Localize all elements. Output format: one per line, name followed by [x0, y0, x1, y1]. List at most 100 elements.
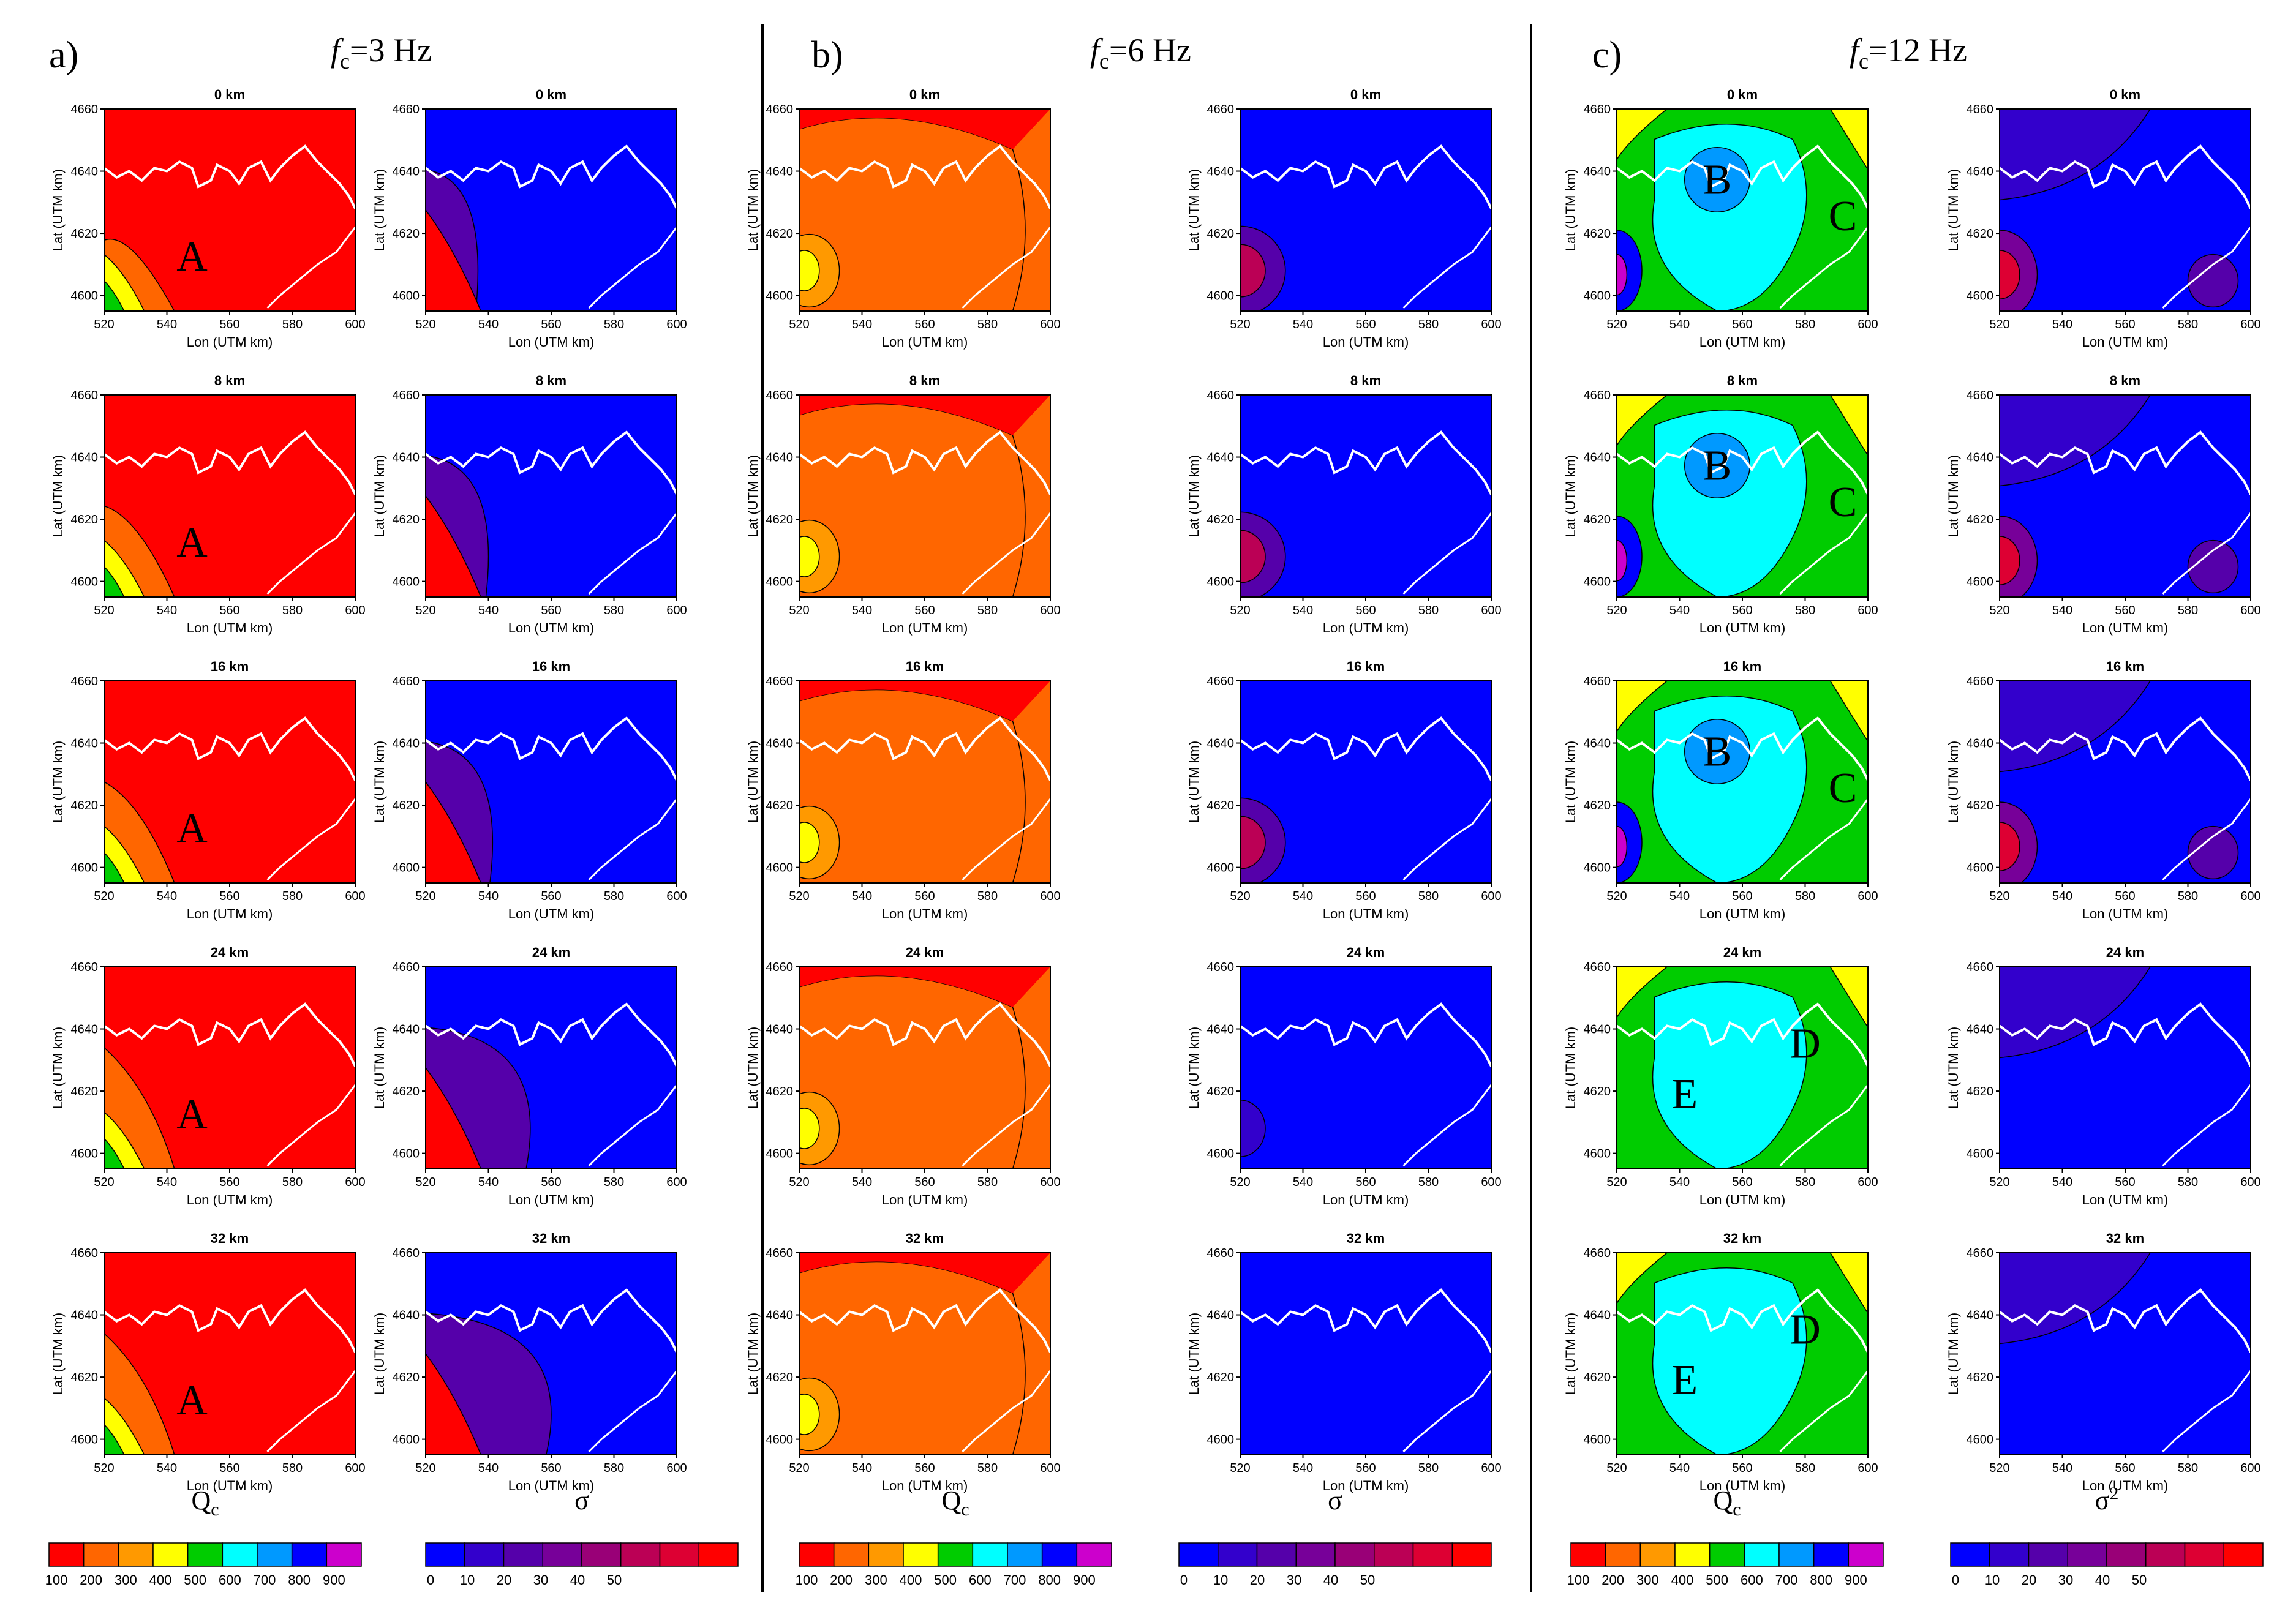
x-tick-label: 580	[977, 1176, 998, 1189]
y-tick-label: 4600	[71, 1433, 99, 1447]
x-tick-label: 540	[1669, 604, 1690, 617]
y-tick-label: 4600	[71, 576, 99, 589]
colorbar-tick: 200	[80, 1572, 102, 1588]
y-axis-label: Lat (UTM km)	[1946, 455, 1961, 537]
colorbar-swatch	[2223, 1542, 2264, 1567]
x-tick-label: 600	[345, 1462, 365, 1475]
colorbar-swatch	[1256, 1542, 1297, 1567]
coastline	[962, 226, 1050, 309]
y-tick-label: 4660	[1584, 1247, 1611, 1260]
colorbar-label: Qc	[191, 1485, 219, 1520]
coastline	[799, 716, 1050, 781]
depth-label: 24 km	[2106, 945, 2144, 960]
colorbar-label: σ	[574, 1485, 589, 1515]
coastline	[588, 226, 677, 309]
x-tick-label: 600	[1481, 890, 1501, 903]
x-tick-label: 600	[2240, 1176, 2260, 1189]
x-tick-label: 560	[541, 1462, 561, 1475]
depth-label: 8 km	[214, 373, 245, 388]
panel-a-frequency: fc=3 Hz	[331, 32, 432, 73]
depth-label: 8 km	[1350, 373, 1381, 388]
map-p1-qc-depth0: 0 km 520 540 560 580 600 4600 4620 4640 4660 Lon (…	[745, 87, 1061, 350]
y-tick-label: 4660	[1584, 103, 1611, 116]
colorbar-swatch	[1218, 1542, 1258, 1567]
colorbar-tick: 100	[45, 1572, 68, 1588]
coastline	[426, 144, 677, 209]
y-tick-label: 4620	[71, 1371, 99, 1384]
y-tick-label: 4600	[1967, 1147, 1994, 1161]
region-label: E	[1671, 1071, 1698, 1118]
coastline	[266, 226, 355, 309]
colorbar-swatch	[833, 1542, 870, 1567]
y-tick-label: 4660	[71, 389, 99, 402]
coastline	[1779, 512, 1868, 595]
coastline	[1617, 430, 1868, 495]
colorbar-tick: 30	[1287, 1572, 1301, 1588]
colorbar-1: 0 10 20 30 40 50 σ	[425, 1485, 739, 1588]
contour-region	[1652, 1267, 1807, 1455]
y-tick-label: 4640	[1967, 451, 1994, 465]
y-tick-label: 4600	[1207, 861, 1235, 875]
colorbar-tick: 0	[1952, 1572, 1959, 1588]
depth-label: 24 km	[211, 945, 249, 960]
y-tick-label: 4600	[766, 1147, 794, 1161]
map-p2-sigma-depth4: 32 km 520 540 560 580 600 4600 4620 4640 4660 Lon …	[1946, 1231, 2261, 1493]
x-axis-label: Lon (UTM km)	[1699, 1478, 1786, 1493]
x-tick-label: 520	[94, 1176, 114, 1189]
y-tick-label: 4660	[71, 103, 99, 116]
colorbar-swatch	[542, 1542, 582, 1567]
y-tick-label: 4640	[1207, 165, 1235, 179]
colorbar-swatch	[222, 1542, 258, 1567]
y-tick-label: 4640	[766, 165, 794, 179]
x-tick-label: 600	[2240, 318, 2260, 331]
map-p0-qc-depth4: 32 km 520 540 560 580 600 4600 4620 4640 4660 Lon …	[50, 1231, 366, 1493]
x-tick-label: 580	[1418, 318, 1439, 331]
y-tick-label: 4600	[1584, 576, 1611, 589]
y-tick-label: 4640	[1967, 1023, 1994, 1037]
map-grid: 0 km 520 540 560 580 600 4600 4620 4640 4660 Lon (…	[50, 87, 2261, 1493]
panel-c-header: c) fc=12 Hz	[1592, 32, 1967, 76]
region-label: C	[1829, 765, 1858, 812]
coastline	[799, 1288, 1050, 1353]
colorbar-0: 100 200 300 400 500 600 700 800 900 Qc	[45, 1485, 362, 1588]
map-p2-qc-depth4: 32 km 520 540 560 580 600 4600 4620 4640 4660 Lon …	[1563, 1231, 1878, 1493]
x-tick-label: 560	[1732, 318, 1752, 331]
x-axis-label: Lon (UTM km)	[882, 1478, 968, 1493]
colorbar-swatch	[1412, 1542, 1453, 1567]
y-axis-label: Lat (UTM km)	[1946, 1313, 1961, 1395]
coastline	[266, 798, 355, 880]
depth-label: 16 km	[906, 659, 944, 674]
x-tick-label: 600	[666, 604, 687, 617]
coastline	[1779, 1084, 1868, 1166]
map-p1-sigma-depth3: 24 km 520 540 560 580 600 4600 4620 4640 4660 Lon …	[1186, 945, 1502, 1207]
map-p0-qc-depth3: 24 km 520 540 560 580 600 4600 4620 4640 4660 Lon …	[50, 945, 366, 1207]
x-tick-label: 580	[1795, 1176, 1815, 1189]
y-tick-label: 4640	[71, 737, 99, 751]
y-tick-label: 4640	[393, 1309, 420, 1323]
x-tick-label: 540	[157, 1176, 177, 1189]
x-tick-label: 540	[1293, 890, 1313, 903]
x-tick-label: 560	[2115, 318, 2135, 331]
region-label: B	[1703, 729, 1732, 776]
coastline	[104, 1002, 355, 1067]
y-axis-label: Lat (UTM km)	[372, 741, 387, 823]
y-tick-label: 4620	[1584, 1371, 1611, 1384]
x-tick-label: 580	[282, 318, 303, 331]
depth-label: 0 km	[536, 87, 566, 102]
x-tick-label: 540	[2052, 604, 2072, 617]
x-tick-label: 540	[157, 1462, 177, 1475]
x-tick-label: 600	[1040, 1176, 1060, 1189]
x-tick-label: 580	[1418, 890, 1439, 903]
coastline	[1402, 1084, 1491, 1166]
x-tick-label: 580	[604, 1462, 624, 1475]
y-axis-label: Lat (UTM km)	[1563, 741, 1578, 823]
colorbar-tick: 10	[1213, 1572, 1228, 1588]
colorbar-tick: 400	[900, 1572, 922, 1588]
y-tick-label: 4640	[1967, 165, 1994, 179]
x-tick-label: 600	[1858, 1176, 1878, 1189]
contour-region	[1829, 395, 1868, 457]
contour-region	[1617, 681, 1668, 732]
depth-label: 32 km	[1347, 1231, 1385, 1246]
map-p2-qc-depth1: 8 km 520 540 560 580 600 4600 4620 4640 4660 Lon (…	[1563, 373, 1878, 636]
y-tick-label: 4660	[1584, 389, 1611, 402]
